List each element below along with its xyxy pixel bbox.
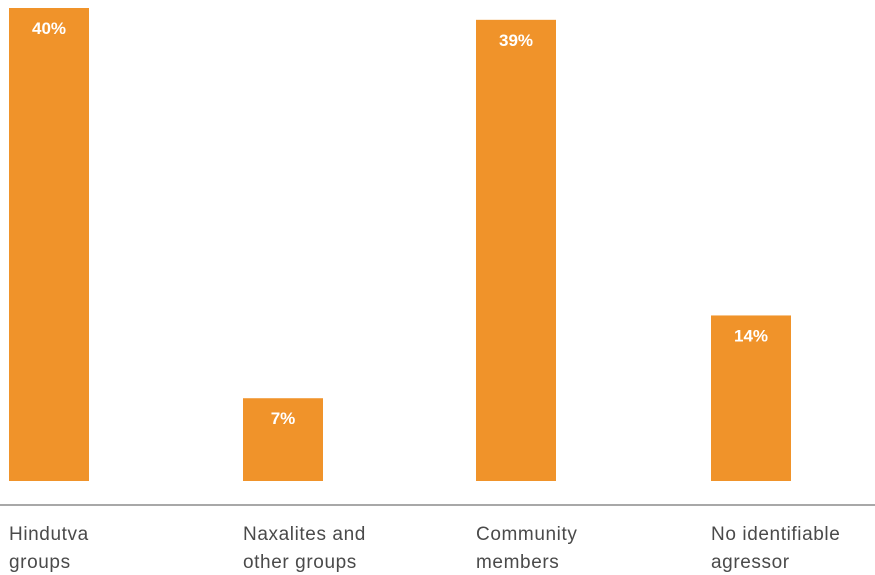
- category-label-4-line-2: agressor: [711, 552, 790, 573]
- bar-1: [9, 8, 89, 481]
- value-label-1: 40%: [32, 19, 66, 38]
- bars-group: 40% 7% 39% 14%: [9, 8, 791, 481]
- value-label-3: 39%: [499, 31, 533, 50]
- bar-4: [711, 315, 791, 481]
- value-label-2: 7%: [271, 409, 296, 428]
- category-labels-group: Hindutva groups Naxalites and other groups C…: [9, 524, 840, 573]
- category-label-1-line-1: Hindutva: [9, 524, 89, 545]
- value-label-4: 14%: [734, 326, 768, 345]
- category-label-4-line-1: No identifiable: [711, 524, 840, 545]
- category-label-2-line-1: Naxalites and: [243, 524, 366, 545]
- category-label-1-line-2: groups: [9, 552, 71, 573]
- category-label-3-line-1: Community: [476, 524, 577, 545]
- category-label-3-line-2: members: [476, 552, 559, 573]
- bar-2: [243, 398, 323, 481]
- category-label-2-line-2: other groups: [243, 552, 357, 573]
- bar-3: [476, 19, 556, 481]
